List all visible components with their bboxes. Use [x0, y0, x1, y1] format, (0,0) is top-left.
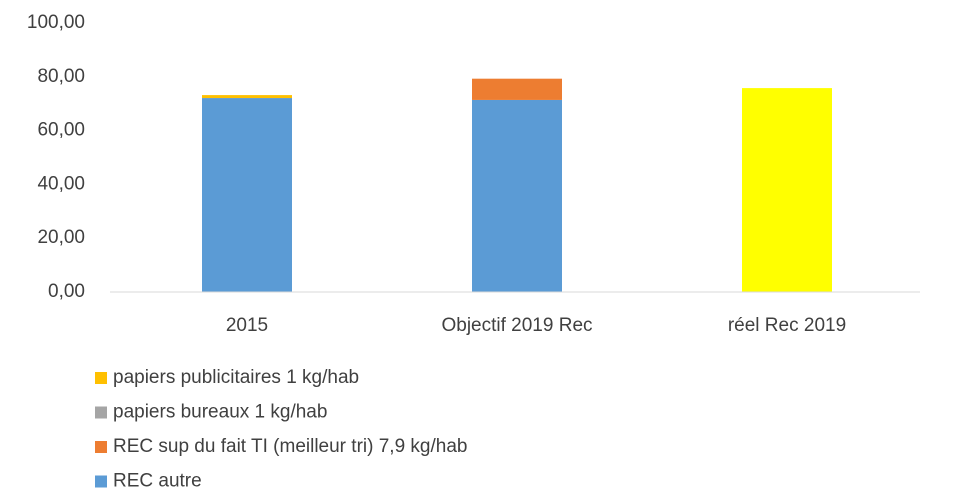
y-tick-label: 40,00: [37, 173, 85, 194]
legend-label: REC sup du fait TI (meilleur tri) 7,9 kg…: [113, 436, 467, 457]
bar-segment: [742, 88, 832, 293]
y-tick-label: 0,00: [48, 281, 85, 302]
x-tick-label: Objectif 2019 Rec: [441, 315, 592, 336]
legend-swatch: [95, 441, 107, 453]
y-tick-label: 100,00: [27, 12, 85, 33]
y-tick-label: 60,00: [37, 120, 85, 141]
x-tick-label: 2015: [226, 315, 268, 336]
bar-segment: [202, 95, 292, 99]
legend-label: papiers bureaux 1 kg/hab: [113, 402, 327, 423]
legend-label: papiers publicitaires 1 kg/hab: [113, 367, 359, 388]
legend-label: REC autre: [113, 471, 202, 492]
legend-swatch: [95, 475, 107, 488]
bar-segment: [202, 98, 292, 293]
bar-segment: [472, 78, 562, 100]
legend-swatch: [95, 372, 107, 384]
legend-swatch: [95, 406, 107, 419]
y-tick-label: 20,00: [37, 227, 85, 248]
x-tick-label: réel Rec 2019: [728, 315, 846, 336]
y-tick-label: 80,00: [37, 66, 85, 87]
bar-segment: [472, 99, 562, 293]
